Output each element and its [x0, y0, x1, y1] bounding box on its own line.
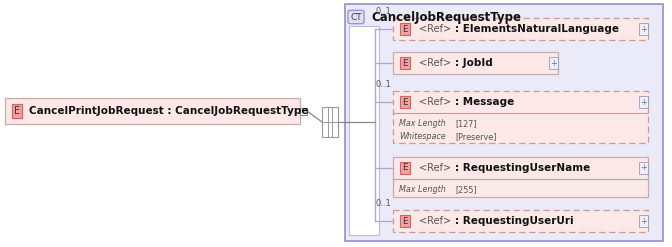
- Text: [127]: [127]: [455, 119, 476, 128]
- Text: : ElementsNaturalLanguage: : ElementsNaturalLanguage: [455, 24, 619, 34]
- Text: +: +: [550, 59, 557, 67]
- Text: : Message: : Message: [455, 97, 514, 107]
- Bar: [393, 157, 648, 197]
- Text: CancelPrintJobRequest : CancelJobRequestType: CancelPrintJobRequest : CancelJobRequest…: [29, 106, 308, 116]
- Bar: [349, 26, 379, 235]
- Text: Max Length: Max Length: [399, 119, 446, 128]
- Text: E: E: [402, 24, 408, 34]
- Text: <Ref>: <Ref>: [419, 97, 451, 107]
- Text: E: E: [14, 106, 20, 116]
- Text: Whitespace: Whitespace: [399, 132, 446, 141]
- Text: E: E: [402, 217, 408, 226]
- Bar: [393, 91, 648, 143]
- Text: +: +: [640, 164, 647, 172]
- Text: <Ref>: <Ref>: [419, 163, 451, 173]
- Bar: [345, 4, 663, 241]
- Text: [255]: [255]: [455, 185, 476, 194]
- Text: CancelJobRequestType: CancelJobRequestType: [371, 11, 521, 23]
- Text: Max Length: Max Length: [399, 185, 446, 194]
- Text: : JobId: : JobId: [455, 58, 493, 68]
- Text: <Ref>: <Ref>: [419, 58, 451, 68]
- Text: CT: CT: [350, 13, 362, 21]
- Text: <Ref>: <Ref>: [419, 24, 451, 34]
- Bar: [5, 98, 300, 124]
- Text: : RequestingUserUri: : RequestingUserUri: [455, 216, 574, 226]
- Bar: [322, 107, 338, 137]
- Text: +: +: [640, 217, 647, 226]
- Text: +: +: [640, 24, 647, 34]
- Bar: [393, 210, 648, 232]
- Text: E: E: [402, 164, 408, 172]
- Bar: [393, 18, 648, 40]
- Text: 0..1: 0..1: [375, 80, 390, 89]
- Text: E: E: [402, 98, 408, 106]
- Text: 0..1: 0..1: [375, 199, 390, 208]
- Bar: [300, 107, 307, 115]
- Text: +: +: [640, 98, 647, 106]
- Text: : RequestingUserName: : RequestingUserName: [455, 163, 590, 173]
- Text: [Preserve]: [Preserve]: [455, 132, 497, 141]
- Text: <Ref>: <Ref>: [419, 216, 451, 226]
- Text: E: E: [402, 59, 408, 67]
- Text: 0..1: 0..1: [375, 7, 390, 16]
- Bar: [393, 52, 558, 74]
